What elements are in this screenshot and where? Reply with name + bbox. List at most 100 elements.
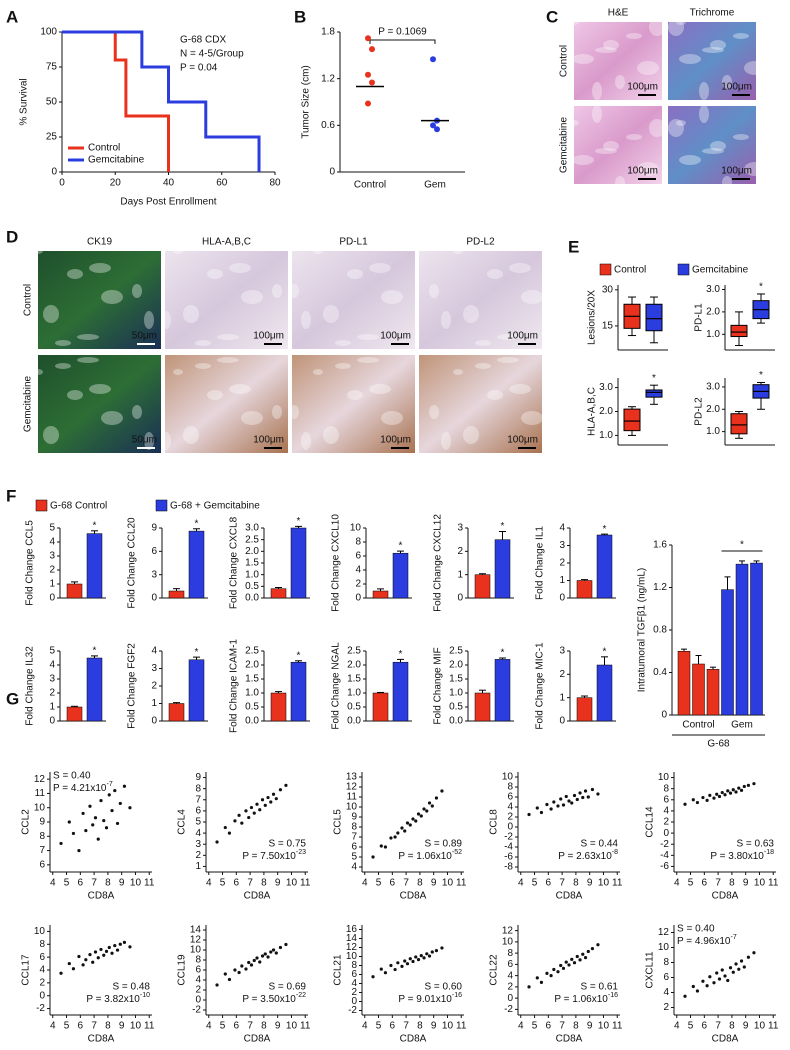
point bbox=[590, 947, 595, 951]
bar bbox=[750, 562, 763, 716]
point bbox=[84, 828, 88, 833]
tissue-structure bbox=[497, 334, 519, 340]
point bbox=[223, 825, 227, 830]
point bbox=[422, 807, 426, 811]
x-tick-label: 7 bbox=[91, 1021, 97, 1032]
stat-p: P = 2.63x10-8 bbox=[558, 849, 618, 862]
survival-line bbox=[62, 30, 261, 172]
y-axis-label: Fold Change CXCL8 bbox=[229, 516, 240, 609]
x-tick-label: 6 bbox=[546, 878, 552, 889]
point bbox=[728, 966, 733, 970]
point bbox=[81, 811, 85, 816]
point bbox=[570, 957, 574, 961]
y-tick-label: 0.4 bbox=[653, 667, 667, 678]
stat-p-base: P = 2.63x10 bbox=[558, 851, 612, 862]
y-tick-label: 1.0 bbox=[449, 688, 463, 699]
y-axis-label: % Survival bbox=[19, 78, 30, 125]
point bbox=[284, 783, 288, 787]
point bbox=[695, 989, 700, 993]
y-tick-label: 0 bbox=[559, 716, 565, 727]
point bbox=[581, 952, 585, 956]
significance: * bbox=[93, 646, 97, 657]
y-tick-label: 7 bbox=[39, 845, 45, 856]
tissue-structure bbox=[217, 357, 239, 363]
tissue-structure bbox=[207, 390, 223, 400]
point bbox=[434, 796, 439, 800]
tissue-structure bbox=[429, 284, 439, 298]
y-tick-label: 0 bbox=[329, 167, 335, 178]
point bbox=[586, 949, 590, 954]
y-axis-label: Fold Change MIC-1 bbox=[535, 642, 546, 730]
x-tick-label: 9 bbox=[743, 878, 749, 889]
point bbox=[102, 818, 106, 823]
point bbox=[715, 792, 719, 796]
point bbox=[708, 793, 712, 797]
micrograph bbox=[165, 355, 288, 453]
y-tick-label: 0 bbox=[39, 990, 45, 1001]
y-tick-label: 1.0 bbox=[706, 426, 720, 437]
legend-label: Control bbox=[88, 143, 120, 154]
bar bbox=[596, 534, 613, 599]
x-tick-label: 11 bbox=[456, 878, 467, 889]
y-tick-label: 4 bbox=[39, 965, 45, 976]
tissue-structure bbox=[207, 269, 223, 279]
x-tick-label: 6 bbox=[702, 1021, 708, 1032]
tissue-structure bbox=[161, 311, 171, 329]
x-tick-label: 9 bbox=[431, 878, 437, 889]
y-axis-label: Fold Change IL1 bbox=[535, 526, 546, 600]
y-tick-label: -2 bbox=[36, 1003, 45, 1014]
tissue-structure bbox=[101, 290, 123, 304]
point bbox=[104, 949, 109, 953]
point bbox=[240, 964, 244, 968]
point bbox=[411, 817, 415, 821]
tissue-structure bbox=[668, 18, 684, 36]
x-tick-label: 80 bbox=[269, 178, 281, 189]
y-tick-label: 10 bbox=[502, 772, 514, 783]
y-tick-label: 6 bbox=[507, 792, 513, 803]
y-tick-label: 12 bbox=[190, 935, 202, 946]
point bbox=[430, 950, 434, 954]
x-tick-label: 6 bbox=[78, 1021, 84, 1032]
stat-p-exponent: -8 bbox=[612, 849, 618, 856]
stat-p: P = 3.80x10-18 bbox=[710, 849, 774, 862]
y-axis-label: CCL5 bbox=[333, 809, 344, 835]
tissue-structure bbox=[241, 411, 263, 425]
y-tick-label: 5 bbox=[351, 852, 357, 863]
point bbox=[233, 968, 237, 972]
y-tick-label: 0.5 bbox=[245, 702, 259, 713]
tissue-structure bbox=[702, 47, 724, 53]
image-row-label: Gemcitabine bbox=[559, 116, 570, 173]
point bbox=[260, 954, 265, 958]
y-tick-label: 2 bbox=[559, 669, 565, 680]
point bbox=[734, 790, 738, 794]
point bbox=[590, 787, 595, 792]
y-tick-label: 3.0 bbox=[599, 382, 613, 393]
x-tick-label: 7 bbox=[403, 1021, 409, 1032]
tissue-structure bbox=[173, 369, 183, 375]
y-tick-label: 11 bbox=[347, 792, 358, 803]
bar bbox=[596, 664, 613, 722]
point bbox=[737, 786, 741, 790]
y-tick-label: 10 bbox=[658, 942, 670, 953]
tissue-structure bbox=[132, 284, 142, 298]
x-tick-label: Gem bbox=[424, 180, 446, 191]
panel-label: F bbox=[6, 486, 16, 505]
x-tick-label: 10 bbox=[286, 878, 298, 889]
point bbox=[278, 945, 283, 950]
point bbox=[128, 945, 132, 949]
image-column-label: CK19 bbox=[87, 237, 112, 248]
significance: * bbox=[297, 516, 301, 527]
panel-label: D bbox=[6, 227, 18, 246]
stat-p-base: P = 3.82x10 bbox=[86, 994, 140, 1005]
point bbox=[247, 815, 251, 820]
scale-bar-label: 50μm bbox=[132, 331, 157, 342]
tissue-structure bbox=[144, 311, 154, 329]
x-axis-label: CD8A bbox=[244, 1034, 271, 1045]
point bbox=[77, 954, 81, 959]
point bbox=[110, 951, 114, 955]
tissue-structure bbox=[77, 357, 99, 363]
point bbox=[419, 814, 423, 818]
y-tick-label: 1.2 bbox=[321, 73, 335, 84]
scale-bar-label: 100μm bbox=[253, 435, 284, 446]
y-tick-label: 3.0 bbox=[245, 523, 259, 534]
